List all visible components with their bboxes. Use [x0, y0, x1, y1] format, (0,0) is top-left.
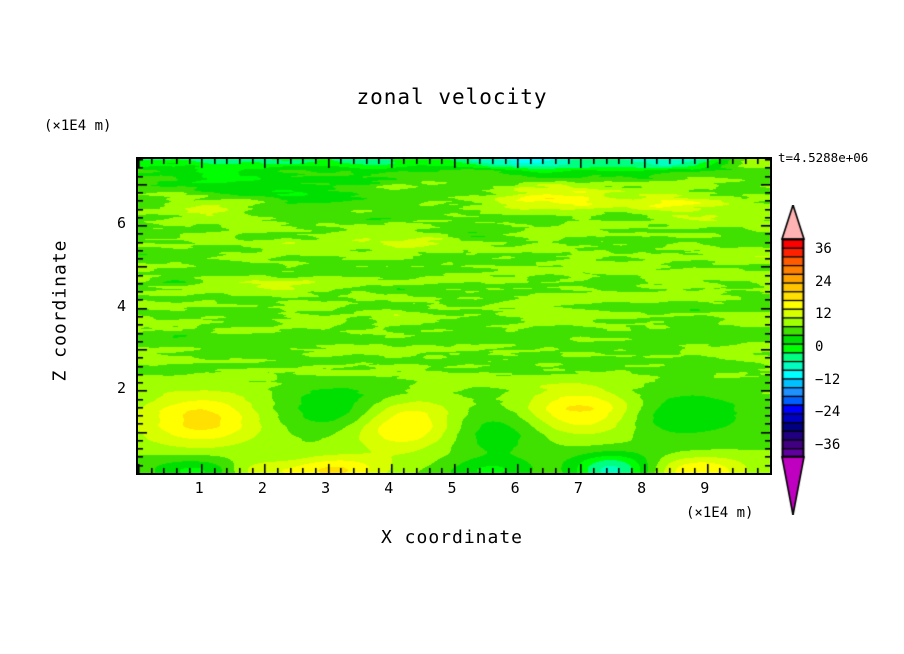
x-tick-label: 9	[700, 479, 710, 497]
y-tick-label: 6	[116, 214, 126, 233]
x-tick-label: 5	[447, 479, 457, 497]
x-tick-label: 7	[573, 479, 583, 497]
x-tick-label: 4	[384, 479, 394, 497]
colorbar-tick-label: −24	[815, 404, 841, 421]
x-tick-label: 1	[194, 479, 204, 497]
time-annotation: t=4.5288e+06	[778, 150, 869, 165]
colorbar: 36 24 12 0 −12 −24 −36	[778, 205, 898, 515]
colorbar-tick-label: 24	[815, 273, 832, 290]
x-tick-label: 3	[321, 479, 331, 497]
y-tick-label: 4	[116, 296, 126, 315]
page-title: zonal velocity	[356, 85, 548, 109]
z-axis-units-label: (×1E4 m)	[44, 118, 112, 134]
contour-field-canvas	[138, 159, 770, 473]
x-tick-label: 6	[510, 479, 520, 497]
y-tick-label: 2	[116, 379, 126, 398]
colorbar-tick-label: 12	[815, 306, 832, 323]
colorbar-tick-label: 0	[815, 339, 824, 355]
y-axis-title: Z coordinate	[49, 239, 71, 382]
colorbar-canvas	[778, 205, 898, 515]
colorbar-tick-label: 36	[815, 240, 832, 257]
x-tick-label: 8	[637, 479, 647, 497]
colorbar-tick-label: −12	[815, 371, 841, 388]
x-axis-units-label: (×1E4 m)	[686, 505, 754, 521]
contour-plot-frame	[136, 157, 772, 475]
x-tick-label: 2	[257, 479, 267, 497]
x-axis-title: X coordinate	[380, 527, 524, 548]
colorbar-tick-label: −36	[815, 437, 841, 454]
